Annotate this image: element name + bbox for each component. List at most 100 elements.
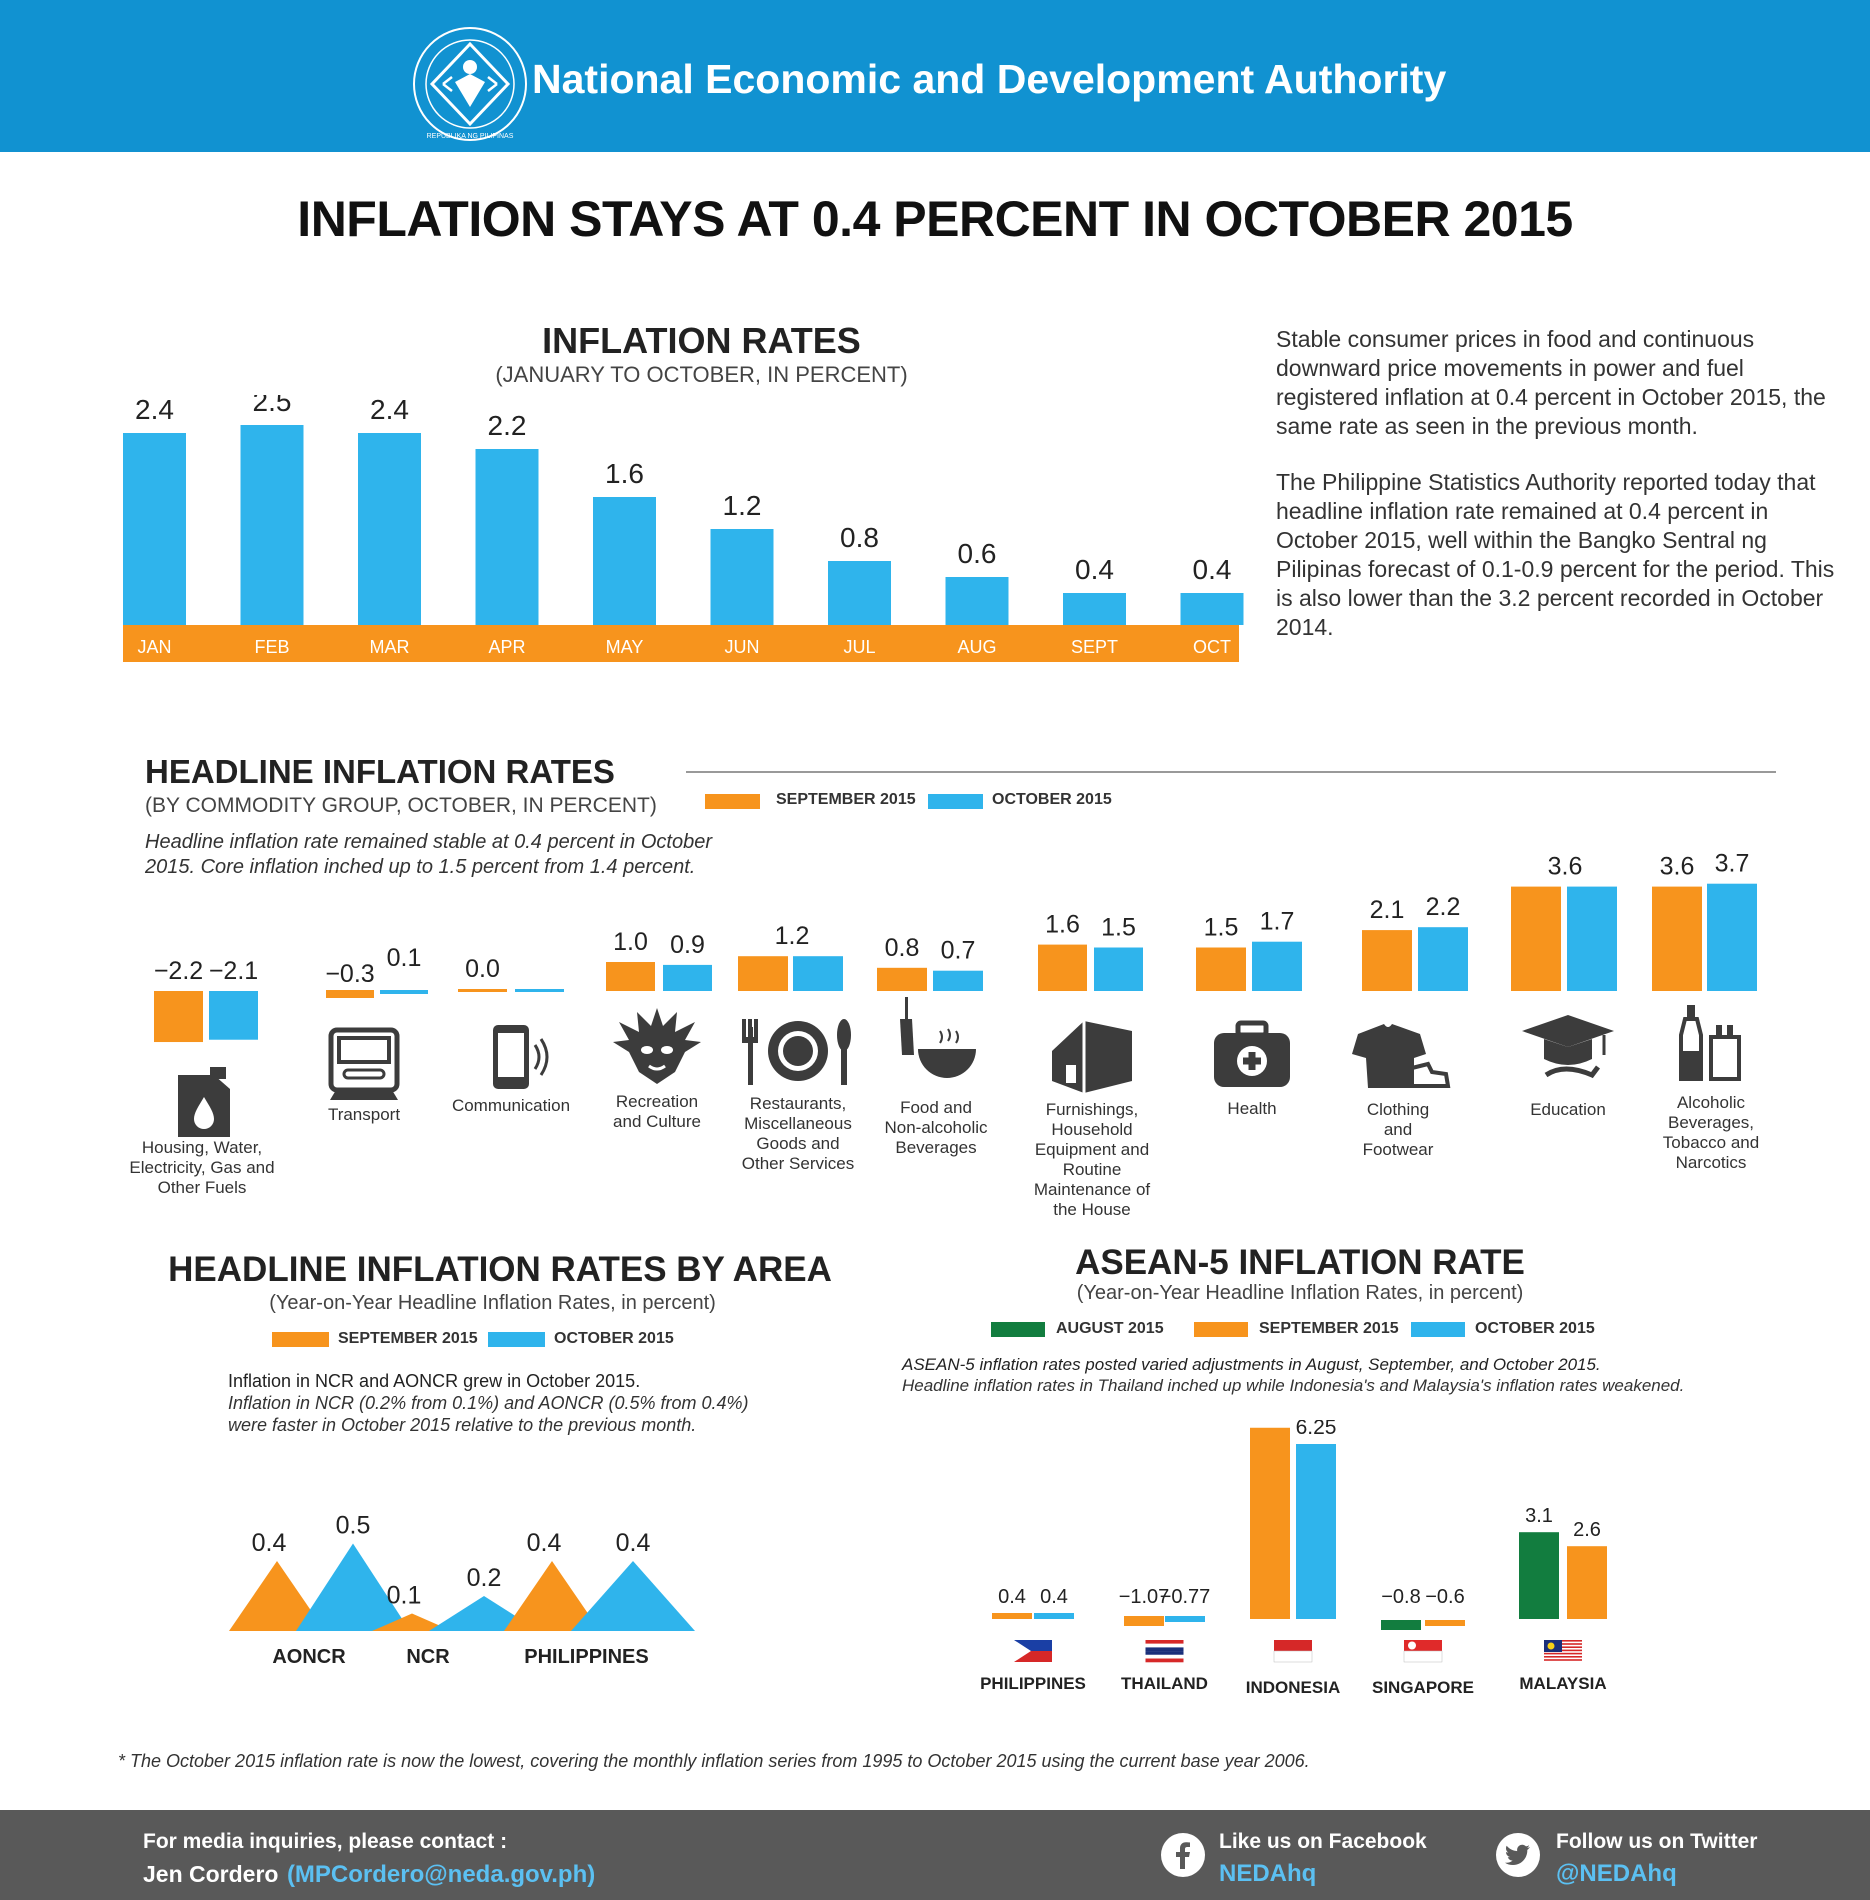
month-bar (1180, 593, 1244, 625)
area-chart: 0.4 0.5 AONCR 0.1 0.2 NCR 0.4 0.4 PHILIPPINES (229, 1512, 695, 1668)
month-bar (828, 561, 891, 625)
month-tick-label: JUL (843, 637, 875, 657)
legend-swatch-september (705, 794, 760, 809)
area-triangle (296, 1543, 410, 1631)
train-icon (328, 1027, 400, 1100)
asean-bar (992, 1613, 1032, 1619)
intro-text: Stable consumer prices in food and conti… (1276, 325, 1836, 642)
twitter-icon[interactable] (1495, 1832, 1541, 1878)
month-bar (710, 529, 774, 625)
asean-country-label: INDONESIA (1246, 1678, 1340, 1697)
asean-legend-swatch-september (1194, 1322, 1248, 1337)
main-title: INFLATION STAYS AT 0.4 PERCENT IN OCTOBE… (297, 191, 1573, 247)
facebook-label: Like us on Facebook (1219, 1830, 1427, 1853)
asean-bar (1296, 1444, 1336, 1619)
asean-bar (1034, 1613, 1074, 1619)
commodity-value-label: 0.8 (885, 934, 920, 962)
section-divider (686, 771, 1776, 773)
monthly-inflation-chart: 2.4 JAN 2.5 FEB 2.4 MAR 2.2 APR 1.6 MAY 1.2 JUN 0.8 J… (123, 395, 1244, 662)
commodity-value-label: 1.5 (1204, 914, 1239, 942)
area-note-bold: Inflation in NCR and AONCR grew in Octob… (228, 1371, 641, 1391)
asean-note: ASEAN-5 inflation rates posted varied ad… (902, 1354, 1802, 1396)
contact-email[interactable]: (MPCordero@neda.gov.ph) (286, 1861, 596, 1888)
asean-value-label: 0.4 (998, 1586, 1026, 1608)
commodity-value-label: −2.2 (154, 957, 203, 985)
dining-icon (742, 1019, 851, 1085)
month-bar (358, 433, 421, 625)
commodity-category-label: Housing, Water, Electricity, Gas and Other… (129, 1138, 274, 1197)
commodity-bar (793, 956, 843, 991)
area-value-label: 0.4 (527, 1529, 562, 1557)
month-value-label: 0.4 (1075, 554, 1114, 585)
month-tick-label: APR (488, 637, 525, 657)
area-triangle (229, 1561, 325, 1631)
commodity-value-label: 3.7 (1715, 850, 1750, 878)
month-tick-label: SEPT (1071, 637, 1118, 657)
facebook-icon[interactable] (1160, 1832, 1206, 1878)
month-axis-band (123, 625, 1239, 662)
commodity-category-label: Education (1530, 1100, 1606, 1119)
commodity-bar (1196, 947, 1246, 991)
commodity-bar (606, 962, 655, 991)
commodity-value-label: 2.1 (1370, 896, 1405, 924)
commodity-chart: −2.2 −2.1 Housing, Water, Electricity, Gas … (129, 850, 1759, 1219)
commodity-category-label: Alcoholic Beverages, Tobacco and Narcotics (1663, 1093, 1759, 1172)
asean-bar (1165, 1616, 1205, 1622)
house-icon (1052, 1021, 1132, 1093)
asean-bar (1425, 1620, 1465, 1626)
area-category-label: PHILIPPINES (524, 1646, 648, 1668)
asean-country-label: THAILAND (1121, 1674, 1208, 1693)
asean-value-label: −0.77 (1160, 1586, 1211, 1608)
area-subtitle: (Year-on-Year Headline Inflation Rates, … (269, 1292, 716, 1314)
commodity-bar (738, 956, 788, 991)
asean-value-label: 2.6 (1573, 1519, 1601, 1541)
commodity-value-label: 2.2 (1426, 893, 1461, 921)
commodity-value-label: 3.6 (1660, 853, 1695, 881)
contact-name: Jen Cordero (143, 1861, 279, 1887)
phone-icon (493, 1025, 549, 1089)
commodity-bar (1362, 930, 1412, 991)
month-tick-label: MAY (606, 637, 644, 657)
month-value-label: 1.2 (723, 490, 762, 521)
month-value-label: 2.5 (253, 395, 292, 417)
asean-value-label: 6.83 (1250, 1420, 1291, 1423)
month-bar (475, 449, 539, 625)
flag-philippines-icon (1014, 1640, 1052, 1662)
medical-kit-icon (1214, 1020, 1290, 1087)
mask-icon (613, 1008, 701, 1084)
contact-label: For media inquiries, please contact : (143, 1830, 508, 1853)
flag-singapore-icon (1403, 1640, 1443, 1663)
commodity-bar (1652, 886, 1702, 991)
twitter-handle[interactable]: @NEDAhq (1556, 1860, 1677, 1887)
commodity-bar (1038, 944, 1087, 991)
month-value-label: 2.4 (135, 395, 174, 425)
area-legend-label-september: SEPTEMBER 2015 (338, 1330, 478, 1347)
footnote: * The October 2015 inflation rate is now… (118, 1751, 1310, 1771)
commodity-bar (1252, 941, 1302, 991)
area-title: HEADLINE INFLATION RATES BY AREA (168, 1250, 832, 1289)
month-tick-label: OCT (1193, 637, 1231, 657)
monthly-chart-subtitle: (JANUARY TO OCTOBER, IN PERCENT) (495, 362, 908, 387)
area-value-label: 0.5 (336, 1512, 371, 1540)
month-tick-label: AUG (957, 637, 996, 657)
month-value-label: 0.8 (840, 522, 879, 553)
commodity-value-label: 0.0 (465, 955, 500, 983)
commodity-bar (1567, 886, 1617, 991)
asean-country-label: SINGAPORE (1372, 1678, 1474, 1697)
commodity-category-label: Recreation and Culture (613, 1092, 701, 1131)
month-bar (593, 497, 656, 625)
asean-value-label: −0.8 (1381, 1586, 1420, 1608)
twitter-label: Follow us on Twitter (1556, 1830, 1758, 1853)
asean-legend-label-august: AUGUST 2015 (1056, 1320, 1164, 1337)
commodity-category-label: Clothing and Footwear (1363, 1100, 1434, 1159)
clothing-icon (1352, 1024, 1451, 1088)
neda-logo: REPUBLIKA NG PILIPINAS (413, 27, 527, 141)
monthly-chart-title: INFLATION RATES (542, 320, 861, 361)
commodity-value-label: 1.7 (1260, 908, 1295, 936)
facebook-handle[interactable]: NEDAhq (1219, 1860, 1317, 1887)
month-bar (1063, 593, 1126, 625)
area-value-label: 0.2 (467, 1564, 502, 1592)
commodity-value-label: 1.6 (1045, 911, 1080, 939)
month-value-label: 2.4 (370, 395, 409, 425)
header-bar: REPUBLIKA NG PILIPINAS National Economic… (0, 0, 1870, 152)
